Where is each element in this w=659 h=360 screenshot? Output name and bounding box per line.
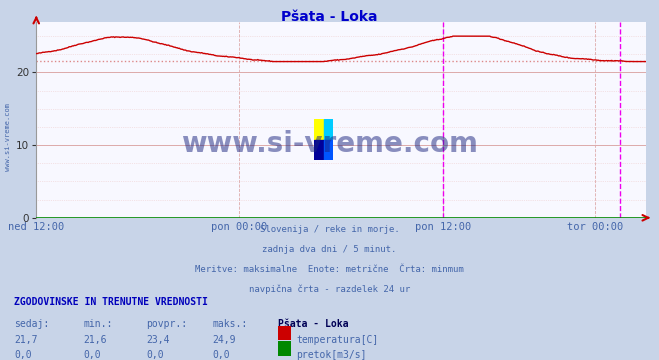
Bar xyxy=(324,119,333,139)
Text: min.:: min.: xyxy=(84,319,113,329)
Bar xyxy=(314,119,324,139)
Text: Meritve: maksimalne  Enote: metrične  Črta: minmum: Meritve: maksimalne Enote: metrične Črta… xyxy=(195,265,464,274)
Text: 0,0: 0,0 xyxy=(84,350,101,360)
Bar xyxy=(324,139,333,160)
Text: Pšata - Loka: Pšata - Loka xyxy=(281,10,378,24)
Text: maks.:: maks.: xyxy=(212,319,247,329)
Text: Slovenija / reke in morje.: Slovenija / reke in morje. xyxy=(260,225,399,234)
Text: zadnja dva dni / 5 minut.: zadnja dva dni / 5 minut. xyxy=(262,245,397,254)
Text: navpična črta - razdelek 24 ur: navpična črta - razdelek 24 ur xyxy=(249,284,410,294)
Text: www.si-vreme.com: www.si-vreme.com xyxy=(5,103,11,171)
Bar xyxy=(314,139,324,160)
Text: povpr.:: povpr.: xyxy=(146,319,187,329)
Text: pretok[m3/s]: pretok[m3/s] xyxy=(297,350,367,360)
Text: ZGODOVINSKE IN TRENUTNE VREDNOSTI: ZGODOVINSKE IN TRENUTNE VREDNOSTI xyxy=(14,297,208,307)
Text: 0,0: 0,0 xyxy=(212,350,230,360)
Text: 23,4: 23,4 xyxy=(146,335,170,345)
Text: 24,9: 24,9 xyxy=(212,335,236,345)
Text: temperatura[C]: temperatura[C] xyxy=(297,335,379,345)
Text: 21,7: 21,7 xyxy=(14,335,38,345)
Text: 0,0: 0,0 xyxy=(14,350,32,360)
Text: sedaj:: sedaj: xyxy=(14,319,49,329)
Text: 21,6: 21,6 xyxy=(84,335,107,345)
Text: Pšata - Loka: Pšata - Loka xyxy=(278,319,349,329)
Text: www.si-vreme.com: www.si-vreme.com xyxy=(181,130,478,158)
Text: 0,0: 0,0 xyxy=(146,350,164,360)
